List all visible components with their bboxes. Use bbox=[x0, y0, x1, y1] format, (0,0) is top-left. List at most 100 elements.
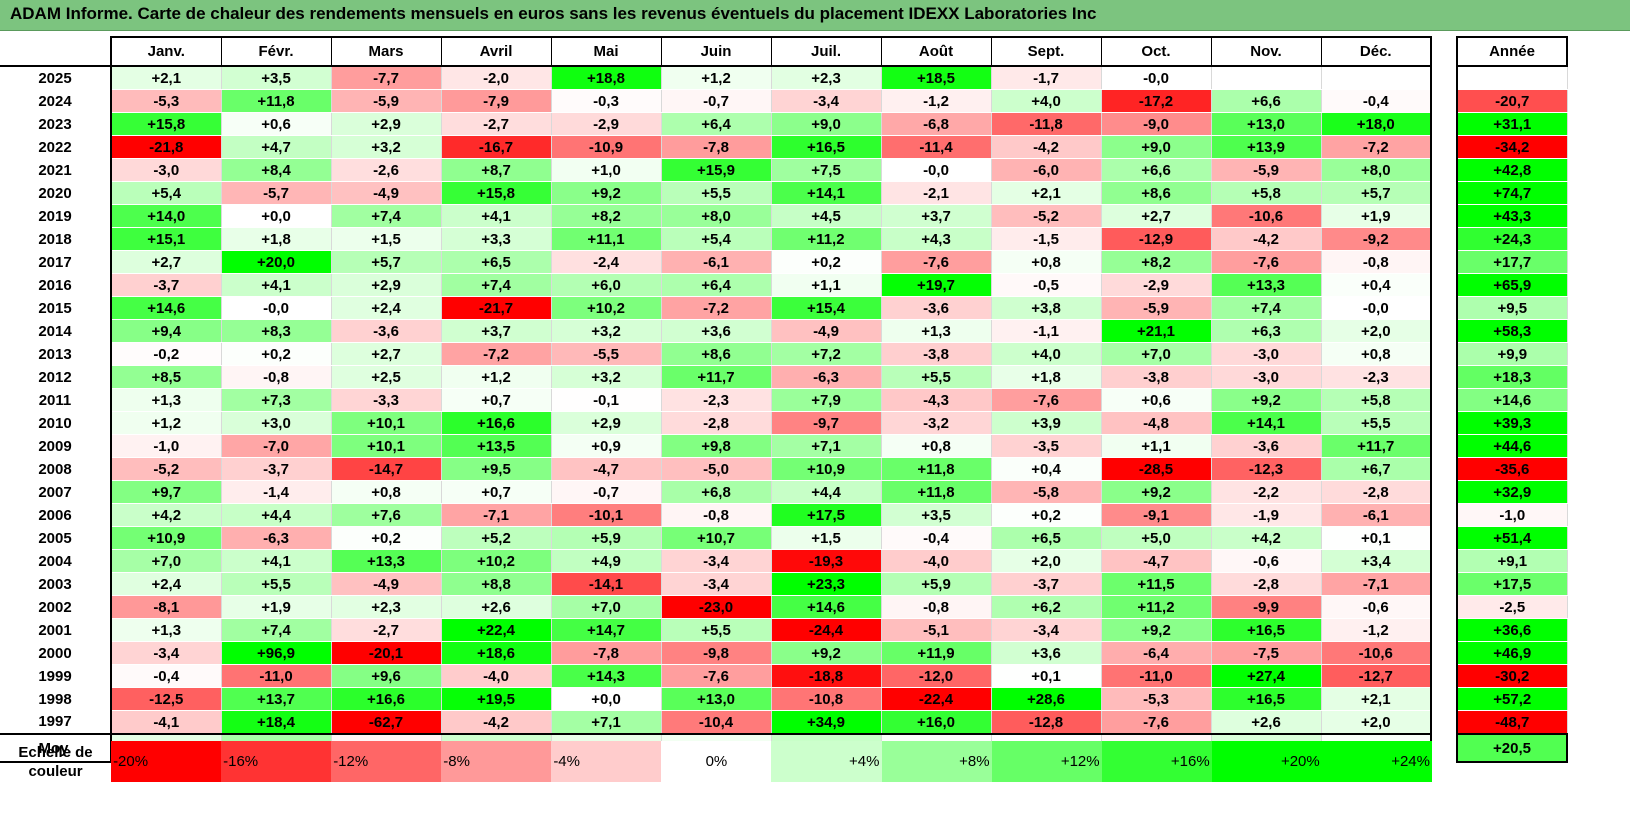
heat-cell: +1,3 bbox=[110, 618, 222, 642]
heat-cell: +1,3 bbox=[110, 388, 222, 412]
heat-cell: +6,5 bbox=[440, 250, 552, 274]
heat-cell: +4,2 bbox=[1210, 526, 1322, 550]
heat-cell: +13,3 bbox=[1210, 273, 1322, 297]
heat-cell: -0,4 bbox=[1320, 89, 1432, 113]
month-header: Août bbox=[880, 36, 992, 67]
heat-cell: -2,9 bbox=[1100, 273, 1212, 297]
heat-cell: +21,1 bbox=[1100, 319, 1212, 343]
heat-cell: -17,2 bbox=[1100, 89, 1212, 113]
heat-cell: +9,6 bbox=[330, 664, 442, 688]
year-label: 2012 bbox=[38, 368, 72, 386]
heat-cell: -28,5 bbox=[1100, 457, 1212, 481]
heat-cell: +5,2 bbox=[440, 526, 552, 550]
heat-cell: -4,1 bbox=[110, 710, 222, 735]
heat-cell: +5,0 bbox=[1100, 526, 1212, 550]
scale-swatch: +24% bbox=[1321, 741, 1432, 782]
heat-cell: -3,0 bbox=[1210, 365, 1322, 389]
gap-cell bbox=[1431, 664, 1457, 688]
heat-cell: -0,0 bbox=[1100, 66, 1212, 90]
heat-cell: -5,9 bbox=[330, 89, 442, 113]
table-row: 2009 -1,0 -7,0 +10,1 +13,5 +0,9 +9,8 +7,1 +0,8 -3… bbox=[0, 434, 1568, 458]
heat-cell: +96,9 bbox=[220, 641, 332, 665]
heat-cell: +4,0 bbox=[990, 89, 1102, 113]
heat-cell: -10,1 bbox=[550, 503, 662, 527]
heat-cell: -4,9 bbox=[330, 181, 442, 205]
scale-swatch: 0% bbox=[661, 741, 772, 782]
heat-cell: -12,0 bbox=[880, 664, 992, 688]
heat-cell: -7,6 bbox=[1210, 250, 1322, 274]
heat-cell: +1,9 bbox=[1320, 204, 1432, 228]
heat-cell: +6,8 bbox=[660, 480, 772, 504]
heat-cell: +11,8 bbox=[880, 480, 992, 504]
heat-cell: +0,0 bbox=[550, 687, 662, 711]
heat-cell: +0,7 bbox=[440, 388, 552, 412]
gap-cell bbox=[1431, 296, 1457, 320]
heat-cell: +4,2 bbox=[110, 503, 222, 527]
heat-cell: +3,2 bbox=[550, 365, 662, 389]
heat-cell: +7,0 bbox=[1100, 342, 1212, 366]
heatmap-table: Janv. Févr. Mars Avril Mai Juin Juil. Août Sept.… bbox=[0, 36, 1568, 763]
heat-cell: +4,4 bbox=[220, 503, 332, 527]
heat-cell: +0,2 bbox=[770, 250, 882, 274]
heat-cell: +3,6 bbox=[660, 319, 772, 343]
heat-cell: -5,2 bbox=[990, 204, 1102, 228]
heat-cell: +7,0 bbox=[550, 595, 662, 619]
heat-cell: -3,7 bbox=[110, 273, 222, 297]
table-row: 2025 +2,1 +3,5 -7,7 -2,0 +18,8 +1,2 +2,3 +18,5 -1… bbox=[0, 66, 1568, 90]
heat-cell: +13,0 bbox=[660, 687, 772, 711]
gap-cell bbox=[1431, 319, 1457, 343]
heat-cell: +9,2 bbox=[1100, 480, 1212, 504]
heat-cell: +10,1 bbox=[330, 434, 442, 458]
gap-cell bbox=[1431, 526, 1457, 550]
gap-cell bbox=[1431, 388, 1457, 412]
heat-cell: +4,0 bbox=[990, 342, 1102, 366]
heat-cell: -5,3 bbox=[110, 89, 222, 113]
heat-cell: +4,9 bbox=[550, 549, 662, 573]
gap-cell bbox=[1431, 411, 1457, 435]
scale-swatch: -16% bbox=[221, 741, 332, 782]
heat-cell: -4,2 bbox=[440, 710, 552, 735]
heat-cell: +5,7 bbox=[1320, 181, 1432, 205]
heat-cell: +18,5 bbox=[880, 66, 992, 90]
heat-cell: +0,2 bbox=[990, 503, 1102, 527]
heat-cell: -3,3 bbox=[330, 388, 442, 412]
heat-cell: -3,5 bbox=[990, 434, 1102, 458]
heat-cell: -5,8 bbox=[990, 480, 1102, 504]
heat-cell: +2,0 bbox=[1320, 319, 1432, 343]
heat-cell: +22,4 bbox=[440, 618, 552, 642]
year-label: 2003 bbox=[38, 575, 72, 593]
table-row: 2001 +1,3 +7,4 -2,7 +22,4 +14,7 +5,5 -24,4 -5,1-… bbox=[0, 618, 1568, 642]
year-label: 2007 bbox=[38, 483, 72, 501]
heat-cell: -3,4 bbox=[990, 618, 1102, 642]
heat-cell: -2,7 bbox=[330, 618, 442, 642]
table-row: 2019 +14,0 +0,0 +7,4 +4,1 +8,2 +8,0 +4,5 +3,7 -5,… bbox=[0, 204, 1568, 228]
heat-cell: +4,3 bbox=[880, 227, 992, 251]
heat-cell: -4,3 bbox=[880, 388, 992, 412]
heat-cell: -3,4 bbox=[660, 572, 772, 596]
heat-cell: -3,4 bbox=[110, 641, 222, 665]
gap-cell bbox=[1431, 687, 1457, 711]
heat-cell: +9,0 bbox=[770, 112, 882, 136]
year-label: 2021 bbox=[38, 161, 72, 179]
heat-cell: -4,9 bbox=[330, 572, 442, 596]
scale-swatch: +12% bbox=[991, 741, 1102, 782]
heat-cell: -6,3 bbox=[220, 526, 332, 550]
heat-cell: -7,8 bbox=[660, 135, 772, 159]
year-label: 2018 bbox=[38, 230, 72, 248]
annual-cell: +51,4 bbox=[1456, 526, 1568, 550]
heat-cell: -3,0 bbox=[1210, 342, 1322, 366]
annual-cell: -30,2 bbox=[1456, 664, 1568, 688]
heat-cell: +19,7 bbox=[880, 273, 992, 297]
heat-cell: -10,6 bbox=[1320, 641, 1432, 665]
heat-cell: +18,0 bbox=[1320, 112, 1432, 136]
month-header: Nov. bbox=[1210, 36, 1322, 67]
annual-cell: -2,5 bbox=[1456, 595, 1568, 619]
heat-cell: +6,5 bbox=[990, 526, 1102, 550]
heat-cell: +2,9 bbox=[330, 112, 442, 136]
heat-cell: +8,2 bbox=[1100, 250, 1212, 274]
heat-cell: -1,4 bbox=[220, 480, 332, 504]
heat-cell: +2,1 bbox=[1320, 687, 1432, 711]
heat-cell: -12,5 bbox=[110, 687, 222, 711]
gap-cell bbox=[1431, 710, 1457, 734]
heat-cell: +10,9 bbox=[110, 526, 222, 550]
